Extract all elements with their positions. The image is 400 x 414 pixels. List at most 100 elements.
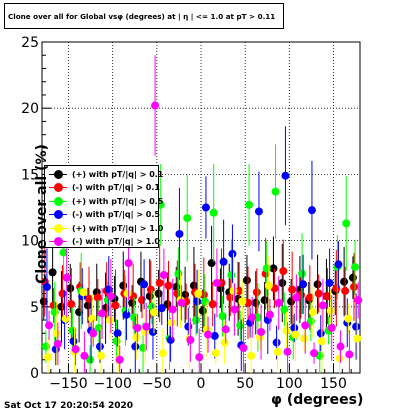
legend-label: (+) with pT/|q| > 0.1: [72, 170, 164, 179]
data-point: [183, 214, 192, 223]
legend-marker: [48, 169, 68, 180]
data-point: [253, 313, 262, 322]
legend-entry: (-) with pT/|q| > 0.1: [48, 181, 160, 194]
data-point: [148, 327, 157, 336]
data-point: [211, 349, 220, 358]
data-point: [58, 289, 67, 298]
legend-label: (-) with pT/|q| > 0.1: [72, 183, 160, 193]
legend-marker: [48, 209, 68, 220]
data-point: [301, 321, 310, 330]
data-point: [198, 306, 207, 315]
data-point: [278, 278, 287, 287]
data-point: [186, 335, 195, 344]
data-point: [228, 249, 237, 258]
data-point: [44, 353, 53, 362]
data-point: [274, 298, 283, 307]
data-point: [291, 330, 300, 339]
chart-title: Clone over all for Global vsφ (degrees) …: [8, 12, 276, 21]
legend-entry: (+) with pT/|q| > 0.5: [48, 195, 163, 208]
data-point: [52, 329, 61, 338]
data-point: [208, 300, 217, 309]
data-point: [299, 280, 308, 289]
data-point: [335, 354, 344, 363]
data-point: [212, 278, 221, 287]
x-tick-label: −100: [93, 376, 131, 392]
data-point: [247, 351, 256, 360]
data-point: [314, 289, 323, 298]
data-point: [254, 207, 263, 216]
data-point: [79, 288, 88, 297]
data-point: [229, 286, 238, 295]
data-point: [220, 338, 229, 347]
legend-entry: (-) with pT/|q| > 0.5: [48, 208, 160, 221]
data-point: [105, 316, 114, 325]
data-point: [133, 323, 142, 332]
data-point: [157, 304, 166, 313]
data-point: [192, 316, 201, 325]
legend-label: (+) with pT/|q| > 0.5: [72, 196, 164, 206]
data-point: [288, 285, 297, 294]
data-point: [248, 313, 257, 322]
data-point: [251, 298, 260, 307]
data-point: [41, 342, 50, 351]
data-point: [123, 289, 132, 298]
data-point: [348, 273, 357, 282]
data-point: [252, 288, 261, 297]
legend: (+) with pT/|q| > 0.1 (-) with pT/|q| > 0…: [44, 165, 163, 248]
data-point: [340, 277, 349, 286]
data-point: [93, 293, 102, 302]
data-point: [307, 206, 316, 215]
y-tick-label: 10: [21, 234, 39, 250]
legend-marker: [48, 196, 68, 207]
data-point: [88, 314, 97, 323]
data-point: [177, 298, 186, 307]
data-point: [189, 281, 198, 290]
legend-entry: (+) with pT/|q| > 0.1: [48, 168, 163, 181]
data-point: [200, 297, 209, 306]
data-point: [175, 229, 184, 238]
data-point: [42, 282, 51, 291]
data-point: [168, 305, 177, 314]
data-point: [349, 282, 358, 291]
data-point: [98, 309, 107, 318]
data-point: [309, 308, 318, 317]
data-point: [57, 302, 66, 311]
data-point: [219, 257, 228, 266]
data-point: [269, 264, 278, 273]
data-point: [279, 267, 288, 276]
timestamp: Sat Oct 17 20:20:54 2020: [4, 401, 134, 411]
data-point: [146, 285, 155, 294]
data-point: [210, 331, 219, 340]
x-tick-label: −150: [49, 376, 87, 392]
data-point: [124, 259, 133, 268]
data-point: [69, 337, 78, 346]
data-point: [290, 323, 299, 332]
data-point: [53, 339, 62, 348]
y-tick-label: 0: [30, 366, 39, 382]
data-point: [336, 342, 345, 351]
data-point: [111, 301, 120, 310]
data-point: [316, 329, 325, 338]
data-point: [158, 349, 167, 358]
data-point: [48, 268, 57, 277]
data-point: [221, 325, 230, 334]
data-point: [80, 351, 89, 360]
data-point: [59, 248, 68, 257]
data-point: [207, 259, 216, 268]
data-point: [89, 329, 98, 338]
data-point: [194, 289, 203, 298]
legend-marker: [48, 236, 68, 247]
y-tick-label: 5: [30, 300, 39, 316]
data-point: [209, 208, 218, 217]
y-tick-label: 25: [21, 35, 39, 51]
data-point: [50, 308, 59, 317]
data-point: [353, 334, 362, 343]
legend-marker: [48, 182, 68, 193]
x-tick-label: 150: [320, 376, 347, 392]
data-point: [318, 301, 327, 310]
data-point: [154, 289, 163, 298]
data-point: [166, 335, 175, 344]
data-point: [150, 308, 159, 317]
data-point: [86, 355, 95, 364]
x-tick-label: 50: [236, 376, 254, 392]
